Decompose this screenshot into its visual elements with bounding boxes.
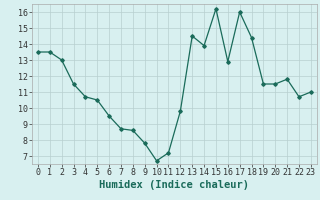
X-axis label: Humidex (Indice chaleur): Humidex (Indice chaleur) (100, 180, 249, 190)
